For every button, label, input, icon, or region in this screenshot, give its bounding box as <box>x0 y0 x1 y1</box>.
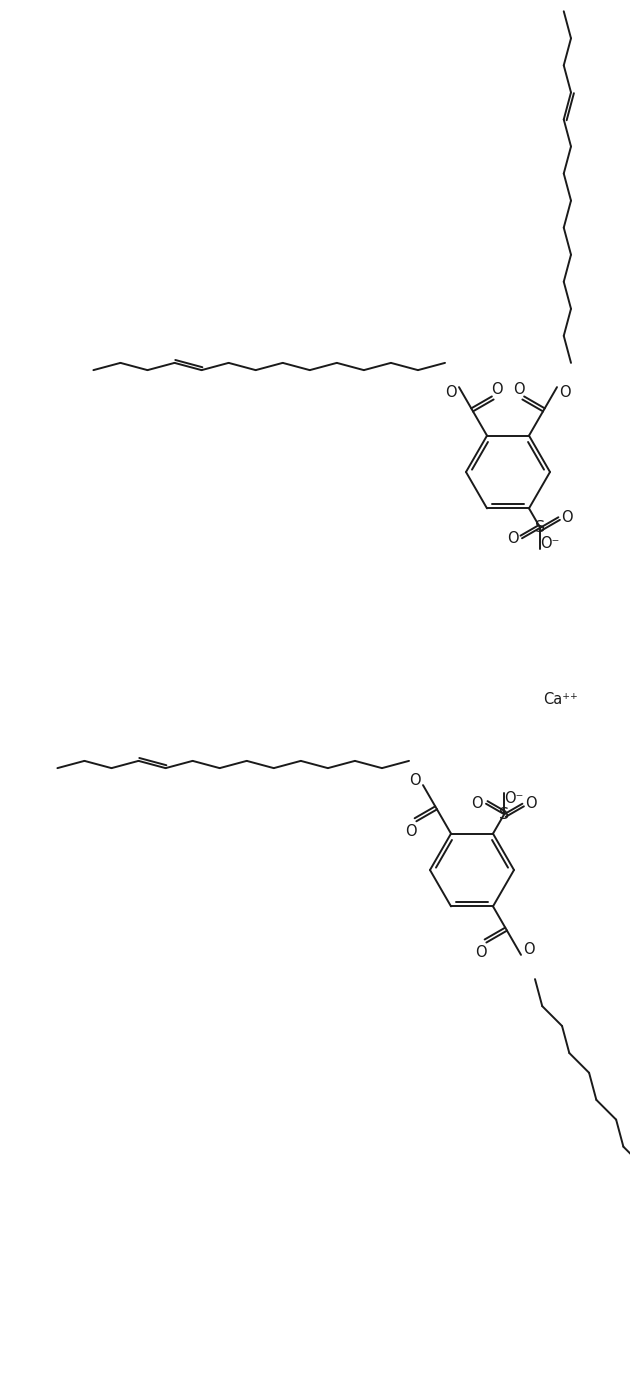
Text: O⁻: O⁻ <box>541 537 560 551</box>
Text: O: O <box>559 385 571 399</box>
Text: S: S <box>499 807 509 822</box>
Text: O: O <box>523 942 535 957</box>
Text: O: O <box>476 944 487 960</box>
Text: O: O <box>561 509 573 524</box>
Text: O: O <box>525 796 537 811</box>
Text: O: O <box>406 823 417 839</box>
Text: Ca⁺⁺: Ca⁺⁺ <box>542 693 577 708</box>
Text: O: O <box>491 383 502 396</box>
Text: O: O <box>471 796 483 811</box>
Text: S: S <box>535 520 545 536</box>
Text: O: O <box>445 385 457 399</box>
Text: O⁻: O⁻ <box>505 790 524 805</box>
Text: O: O <box>507 531 519 545</box>
Text: O: O <box>410 772 421 787</box>
Text: O: O <box>513 383 525 396</box>
